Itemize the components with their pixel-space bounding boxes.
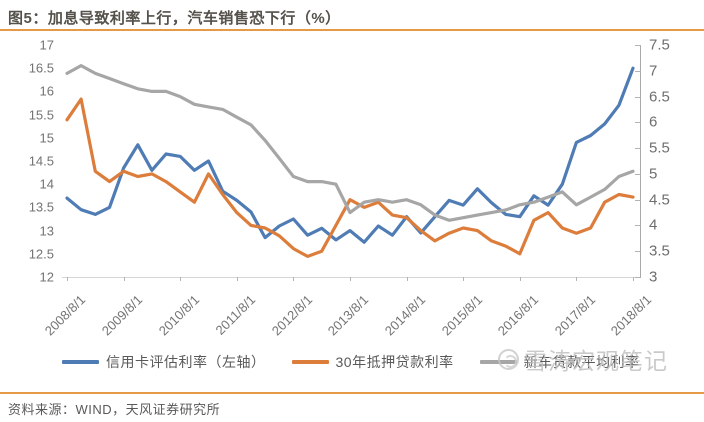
y-axis-right-tick-label: 6 — [649, 113, 658, 131]
title-underline — [0, 29, 704, 31]
source-overline — [0, 392, 704, 394]
legend-item-1: 30年抵押贷款利率 — [291, 352, 454, 372]
x-axis-tick — [350, 277, 351, 281]
x-axis-tick-label: 2011/8/1 — [212, 292, 259, 338]
x-axis-tick-label: 2018/8/1 — [608, 292, 655, 339]
x-axis-tick — [633, 277, 634, 281]
x-axis-tick-label: 2013/8/1 — [325, 292, 372, 339]
y-axis-left-tick-label: 12.5 — [28, 246, 54, 262]
series-line-1 — [65, 97, 635, 258]
y-axis-left-tick-label: 14.5 — [28, 153, 54, 169]
y-axis-left-tick-label: 13 — [39, 223, 54, 239]
y-axis-right-tick — [635, 251, 641, 253]
y-axis-left-tick-label: 12 — [39, 269, 54, 285]
legend-label: 新车贷款平均利率 — [523, 354, 640, 370]
y-axis-left-tick-label: 15.5 — [28, 107, 54, 123]
series-line-0 — [65, 66, 635, 244]
y-axis-right-tick — [635, 70, 641, 72]
chart-legend: 信用卡评估利率（左轴） 30年抵押贷款利率 新车贷款平均利率 — [62, 352, 640, 372]
y-axis-right-tick — [635, 277, 641, 278]
y-axis-left-tick-label: 17 — [39, 37, 54, 53]
y-axis-right-tick-label: 5 — [649, 165, 658, 183]
x-axis-tick-label: 2012/8/1 — [268, 292, 316, 339]
y-axis-right-tick-label: 3 — [649, 268, 658, 286]
figure-title: 图5：加息导致利率上行，汽车销售恐下行（%） — [8, 10, 341, 27]
series-line-2 — [65, 64, 635, 222]
legend-line-swatch — [479, 360, 517, 364]
x-axis-tick — [519, 277, 521, 281]
y-axis-left-tick-label: 13.5 — [28, 199, 54, 215]
y-axis-left-tick-label: 16.5 — [28, 60, 54, 76]
y-axis-right-tick — [635, 45, 641, 46]
x-axis-line — [62, 277, 641, 278]
x-axis-tick — [236, 277, 238, 281]
x-axis-tick-label: 2016/8/1 — [495, 292, 542, 339]
x-axis-tick — [463, 277, 465, 281]
legend-label: 30年抵押贷款利率 — [335, 354, 454, 370]
legend-line-swatch — [62, 360, 99, 364]
x-axis-tick-label: 2008/8/1 — [42, 292, 89, 339]
y-axis-left-tick-label: 16 — [39, 83, 54, 99]
x-axis-tick-label: 2015/8/1 — [438, 292, 485, 339]
y-axis-right-tick — [635, 148, 641, 150]
x-axis-tick — [180, 277, 182, 281]
x-axis-tick-label: 2014/8/1 — [381, 292, 429, 339]
y-axis-left-tick-label: 15 — [39, 130, 54, 146]
y-axis-right-tick-label: 3.5 — [649, 242, 670, 260]
y-axis-right-tick-label: 6.5 — [649, 88, 670, 106]
y-axis-right-tick-label: 5.5 — [649, 139, 670, 157]
legend-label: 信用卡评估利率（左轴） — [106, 354, 266, 370]
legend-item-0: 信用卡评估利率（左轴） — [62, 352, 266, 372]
legend-item-2: 新车贷款平均利率 — [479, 352, 640, 372]
y-axis-right-tick — [635, 225, 641, 227]
y-axis-left-tick-label: 14 — [39, 176, 54, 192]
y-axis-right-tick — [635, 122, 641, 124]
source-note: 资料来源：WIND，天风证券研究所 — [8, 402, 221, 417]
x-axis-tick — [406, 277, 408, 281]
y-axis-right-tick — [635, 199, 641, 201]
y-axis-right-tick-label: 4.5 — [649, 191, 670, 209]
x-axis-tick-label: 2017/8/1 — [551, 292, 599, 339]
x-axis-tick-label: 2010/8/1 — [155, 292, 202, 339]
x-axis-tick — [576, 277, 578, 281]
line-plot — [65, 64, 635, 258]
y-axis-right-tick-label: 7.5 — [649, 36, 670, 54]
y-axis-right-tick — [635, 173, 641, 175]
x-axis-tick — [67, 277, 68, 281]
right-axis-line — [640, 45, 641, 278]
legend-line-swatch — [291, 360, 329, 364]
y-axis-right-tick-label: 4 — [649, 216, 658, 234]
x-axis-tick-label: 2009/8/1 — [98, 292, 146, 339]
x-axis-tick — [293, 277, 295, 281]
y-axis-right-tick-label: 7 — [649, 62, 658, 80]
y-axis-right-tick — [635, 96, 641, 98]
x-axis-tick — [123, 277, 125, 281]
